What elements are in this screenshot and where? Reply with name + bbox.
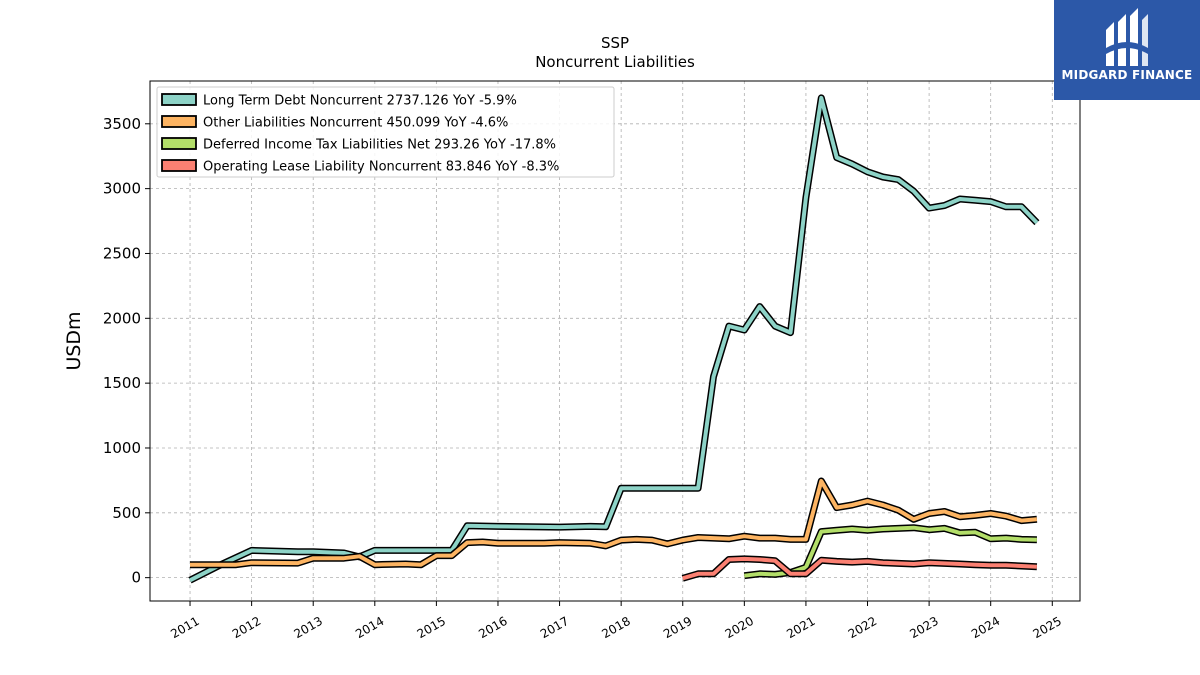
legend-swatch-3	[161, 159, 197, 172]
series-line-1	[190, 479, 1038, 567]
y-tick-label: 500	[112, 504, 141, 522]
legend-box	[156, 86, 615, 178]
y-tick-label: 0	[131, 569, 141, 587]
logo-text: MIDGARD FINANCE	[1061, 68, 1193, 82]
legend-label-2: Deferred Income Tax Liabilities Net 293.…	[203, 138, 556, 153]
series-lines	[188, 94, 1040, 584]
legend-swatch-0	[161, 93, 197, 106]
logo-mark-icon	[1106, 8, 1148, 66]
legend-label-3: Operating Lease Liability Noncurrent 83.…	[203, 160, 559, 175]
legend-entries: Long Term Debt Noncurrent 2737.126 YoY -…	[161, 93, 559, 175]
y-tick-label: 3000	[103, 180, 141, 198]
brand-logo: MIDGARD FINANCE	[1054, 0, 1200, 100]
legend-swatch-2	[161, 137, 197, 150]
series-line-3	[682, 556, 1038, 581]
y-tick-label: 1000	[103, 439, 141, 457]
legend-label-1: Other Liabilities Noncurrent 450.099 YoY…	[203, 116, 508, 131]
series-line-0	[189, 95, 1039, 583]
y-tick-label: 1500	[103, 374, 141, 392]
y-tick-label: 2000	[103, 309, 141, 327]
y-axis-label: USDm	[63, 311, 85, 370]
y-tick-label: 3500	[103, 115, 141, 133]
chart-title: SSP	[601, 34, 629, 52]
y-tick-label: 2500	[103, 244, 141, 262]
legend-label-0: Long Term Debt Noncurrent 2737.126 YoY -…	[203, 94, 517, 109]
y-axis-ticks: 0 500 1000 1500 2000 2500 3000 3500	[103, 115, 150, 587]
legend: Long Term Debt Noncurrent 2737.126 YoY -…	[156, 86, 615, 178]
legend-swatch-1	[161, 115, 197, 128]
plot-frame	[149, 80, 1081, 602]
chart-subtitle: Noncurrent Liabilities	[535, 53, 695, 71]
